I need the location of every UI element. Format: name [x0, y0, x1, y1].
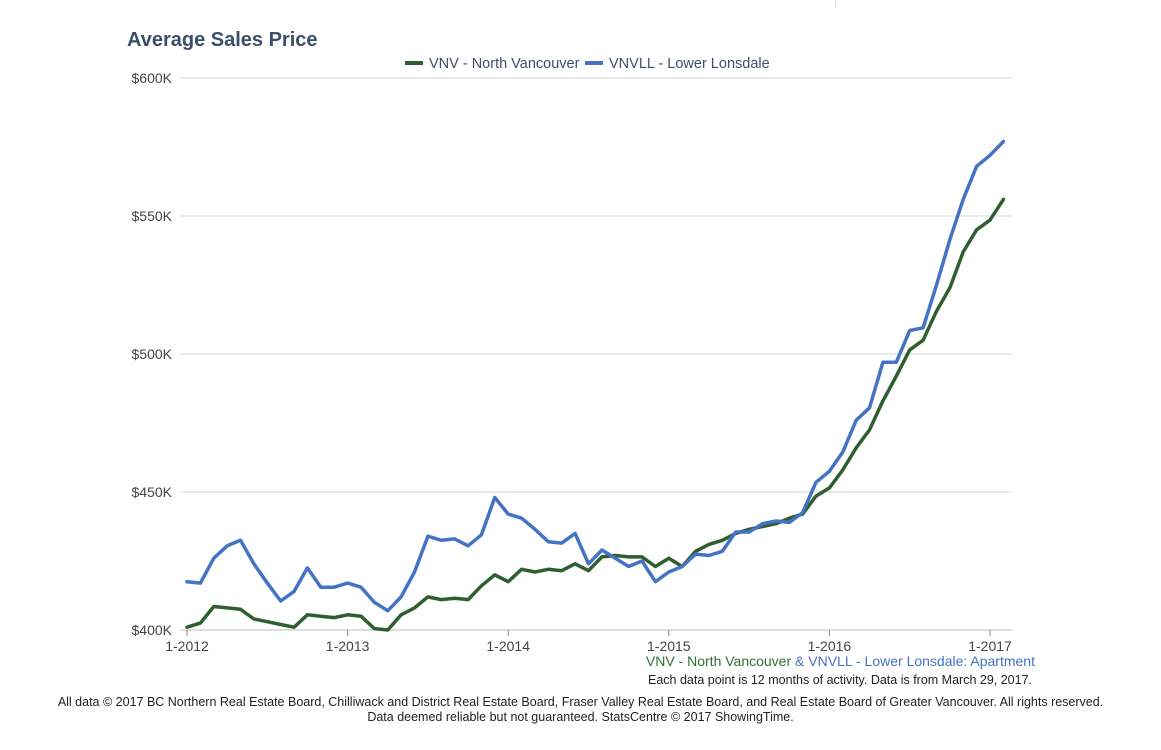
series-lines — [185, 139, 1006, 632]
subtitle-part-1: VNV - North Vancouver — [645, 653, 792, 669]
top-divider — [835, 0, 836, 8]
y-tick-label: $500K — [132, 346, 173, 362]
subtitle-part-2: & — [791, 653, 809, 669]
x-tick-label: 1-2015 — [647, 638, 691, 654]
y-axis-ticks: $400K $450K $500K $550K $600K — [132, 70, 173, 638]
chart-title: Average Sales Price — [127, 29, 318, 51]
y-tick-label: $600K — [132, 70, 173, 86]
x-tick-label: 1-2014 — [486, 638, 530, 654]
grid-lines — [180, 77, 1012, 631]
x-tick-label: 1-2016 — [808, 638, 852, 654]
legend-label: VNV - North Vancouver — [429, 56, 580, 72]
x-tick-label: 1-2017 — [968, 638, 1012, 654]
x-tick-label: 1-2013 — [326, 638, 370, 654]
legend-label: VNVLL - Lower Lonsdale — [609, 56, 770, 72]
y-tick-label: $450K — [132, 484, 173, 500]
y-tick-label: $400K — [132, 622, 173, 638]
chart-subtitle: VNV - North Vancouver & VNVLL - Lower Lo… — [646, 653, 1035, 669]
data-note: Each data point is 12 months of activity… — [648, 673, 1032, 687]
x-tick-label: 1-2012 — [165, 638, 209, 654]
subtitle-part-3: VNVLL - Lower Lonsdale: Apartment — [808, 653, 1035, 669]
disclaimer-footer: Data deemed reliable but not guaranteed.… — [367, 710, 794, 724]
series-line-1 — [185, 197, 1006, 632]
x-axis: 1-2012 1-2013 1-2014 1-2015 1-2016 1-2017 — [165, 630, 1012, 654]
copyright-footer: All data © 2017 BC Northern Real Estate … — [57, 695, 1104, 709]
series-line-2 — [185, 139, 1006, 613]
y-tick-label: $550K — [132, 208, 173, 224]
legend: VNV - North Vancouver VNVLL - Lower Lonsd… — [405, 56, 770, 72]
